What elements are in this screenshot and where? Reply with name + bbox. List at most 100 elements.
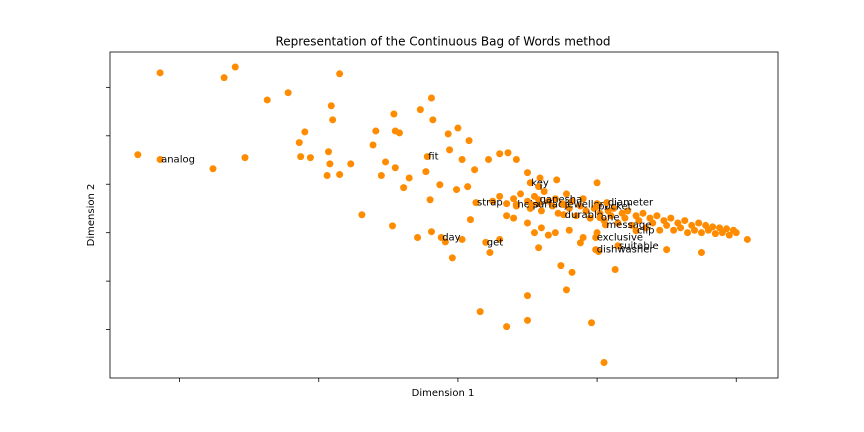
y-axis-label: Dimension 2: [86, 184, 97, 247]
point: [209, 165, 217, 173]
point: [663, 221, 671, 229]
point: [621, 214, 629, 222]
chart-title: Representation of the Continuous Bag of …: [275, 35, 610, 49]
point: [568, 197, 576, 205]
point-annotation: ganesha: [540, 195, 583, 206]
point: [553, 176, 561, 184]
point-annotation: pocket: [598, 202, 632, 213]
point: [624, 207, 632, 215]
point: [586, 214, 594, 222]
point: [725, 231, 733, 239]
annotated-point: [482, 238, 490, 246]
point: [535, 244, 543, 252]
point: [358, 211, 366, 219]
point-annotation: day: [442, 233, 460, 244]
point-annotation: help: [517, 200, 539, 211]
point: [697, 229, 705, 237]
point: [732, 229, 740, 237]
annotated-point: [592, 234, 600, 242]
point-annotation: diameter: [608, 198, 654, 209]
point: [382, 158, 390, 166]
point: [297, 153, 305, 161]
point-annotation: get: [487, 237, 504, 248]
point: [372, 127, 380, 135]
point: [557, 262, 565, 270]
point: [677, 224, 685, 232]
point: [389, 222, 397, 230]
point: [326, 160, 334, 168]
point: [681, 217, 689, 225]
point: [524, 292, 531, 300]
point: [134, 151, 142, 159]
point: [600, 358, 608, 366]
point: [436, 181, 444, 189]
point: [549, 202, 557, 210]
point: [639, 209, 647, 217]
point: [347, 160, 355, 168]
point-annotation: surface: [533, 200, 570, 211]
point: [496, 150, 504, 158]
point-annotation: one: [601, 213, 620, 224]
point: [414, 234, 422, 242]
point: [327, 102, 335, 110]
point: [496, 192, 504, 200]
point: [504, 149, 512, 157]
point: [486, 249, 494, 257]
annotated-point: [423, 153, 431, 161]
point: [551, 229, 559, 237]
point: [458, 156, 466, 164]
point-annotation: dishwasher: [597, 245, 655, 256]
annotated-point: [535, 183, 543, 191]
point: [446, 146, 454, 154]
point: [485, 156, 493, 164]
point: [444, 130, 452, 138]
x-axis-label: Dimension 1: [412, 388, 475, 399]
annotated-point: [526, 179, 534, 187]
annotated-point: [437, 234, 445, 242]
point-annotation: i: [540, 182, 543, 193]
point: [649, 219, 657, 227]
point: [588, 319, 596, 327]
point: [471, 166, 479, 174]
point: [663, 246, 671, 254]
point: [544, 197, 552, 205]
point: [572, 212, 580, 220]
point: [391, 164, 399, 172]
point: [709, 223, 717, 231]
point: [503, 323, 511, 331]
point: [241, 154, 249, 162]
annotated-point: [603, 199, 611, 207]
point: [284, 89, 292, 97]
point: [395, 129, 403, 137]
point: [510, 214, 518, 222]
annotated-point: [535, 196, 543, 204]
point-annotation: key: [531, 178, 549, 189]
point: [405, 174, 413, 182]
point: [427, 94, 435, 102]
point: [579, 195, 587, 203]
annotated-point: [156, 156, 164, 164]
point-annotation: suitable: [619, 241, 659, 252]
point: [306, 154, 314, 162]
point: [231, 63, 239, 71]
point: [635, 217, 643, 225]
point: [503, 200, 511, 208]
point: [510, 195, 518, 203]
point: [524, 219, 531, 227]
point: [544, 231, 552, 239]
point: [656, 226, 664, 234]
point: [301, 128, 309, 136]
point: [582, 207, 590, 215]
point: [476, 308, 484, 316]
point: [336, 70, 344, 78]
point: [628, 221, 636, 229]
point: [711, 230, 719, 238]
point: [427, 228, 435, 236]
point-annotation: fit: [428, 152, 438, 163]
point: [610, 204, 618, 212]
point: [565, 204, 573, 212]
point-annotation: analog: [161, 155, 195, 166]
point: [611, 265, 619, 273]
point-annotation: message: [606, 220, 651, 231]
point-annotation: durable: [565, 210, 603, 221]
